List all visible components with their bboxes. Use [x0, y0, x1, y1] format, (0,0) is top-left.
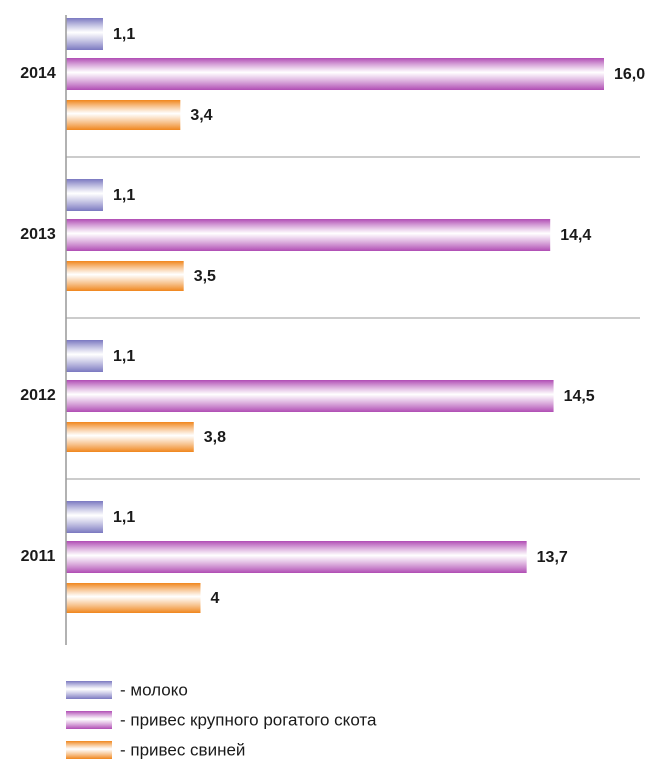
category-label: 2013 — [20, 226, 56, 243]
bar — [66, 58, 604, 90]
legend-swatch — [66, 711, 112, 729]
bar — [66, 340, 103, 372]
legend-label: - привес крупного рогатого скота — [120, 710, 377, 729]
value-label: 14,4 — [560, 227, 591, 244]
value-label: 1,1 — [113, 26, 135, 43]
value-label: 14,5 — [564, 388, 595, 405]
value-label: 1,1 — [113, 348, 135, 365]
legend-label: - привес свиней — [120, 740, 245, 759]
legend-swatch — [66, 741, 112, 759]
value-label: 1,1 — [113, 187, 135, 204]
legend-swatch — [66, 681, 112, 699]
legend-label: - молоко — [120, 680, 188, 699]
value-label: 3,8 — [204, 429, 226, 446]
bar — [66, 18, 103, 50]
value-label: 16,0 — [614, 66, 645, 83]
bar — [66, 100, 181, 130]
value-label: 3,4 — [190, 107, 212, 124]
value-label: 4 — [211, 590, 220, 607]
value-label: 3,5 — [194, 268, 216, 285]
bar — [66, 583, 201, 613]
value-label: 13,7 — [537, 549, 568, 566]
bar — [66, 380, 554, 412]
value-label: 1,1 — [113, 509, 135, 526]
category-label: 2014 — [20, 65, 56, 82]
bar — [66, 261, 184, 291]
bar — [66, 541, 527, 573]
category-label: 2012 — [20, 387, 56, 404]
category-label: 2011 — [21, 548, 56, 565]
bar — [66, 219, 551, 251]
bar — [66, 179, 103, 211]
bar — [66, 422, 194, 452]
bar — [66, 501, 103, 533]
